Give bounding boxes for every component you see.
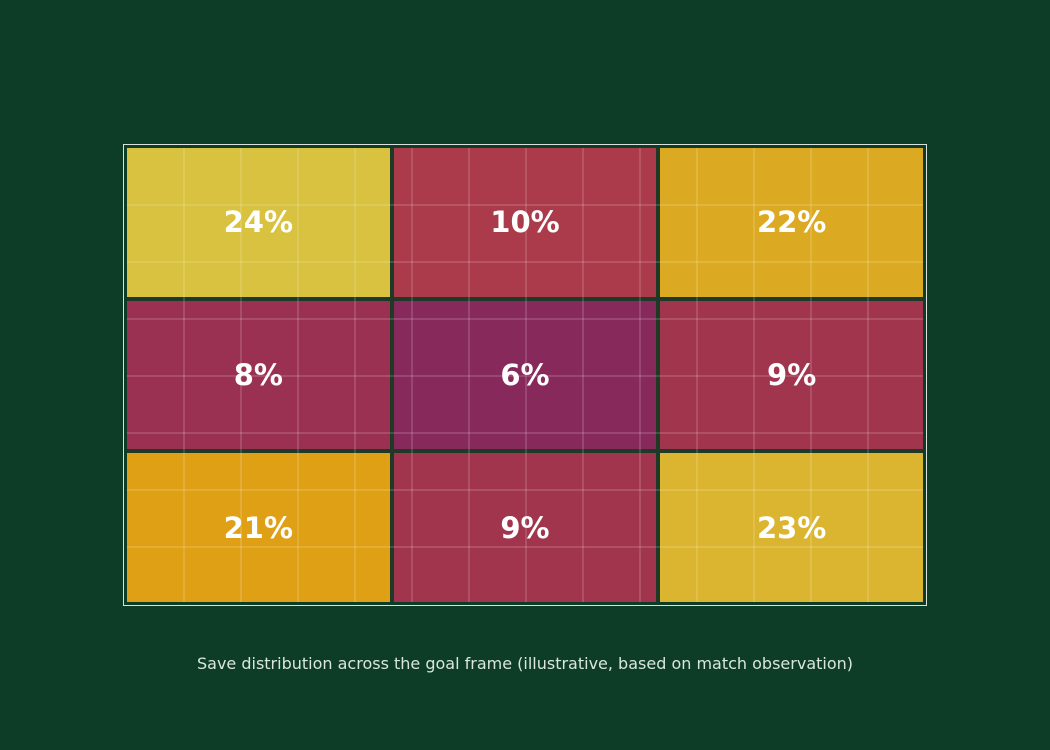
zone-middle-left: 8%	[127, 300, 390, 450]
zone-value-label: 21%	[223, 510, 294, 545]
zone-value-label: 9%	[767, 357, 817, 392]
zone-middle-center: 6%	[393, 300, 657, 450]
zone-value-label: 24%	[223, 205, 294, 240]
zone-value-label: 10%	[490, 205, 560, 240]
zone-value-label: 22%	[756, 205, 827, 240]
zone-value-label: 23%	[756, 510, 827, 545]
zone-value-label: 6%	[500, 357, 550, 392]
chart-caption: Save distribution across the goal frame …	[196, 654, 854, 673]
zone-top-right: 22%	[660, 148, 923, 297]
zone-middle-right: 9%	[660, 300, 923, 450]
zone-top-left: 24%	[127, 148, 390, 297]
zone-bottom-right: 23%	[660, 453, 923, 602]
zone-top-center: 10%	[393, 148, 657, 297]
goal-heatmap: 24% 10% 22% 8% 6% 9% 21% 9% 23%	[127, 148, 923, 602]
zone-bottom-left: 21%	[127, 453, 390, 602]
zone-value-label: 9%	[500, 510, 550, 545]
zone-value-label: 8%	[233, 357, 283, 392]
zone-bottom-center: 9%	[393, 453, 657, 602]
goal-frame: 24% 10% 22% 8% 6% 9% 21% 9% 23%	[123, 144, 927, 606]
